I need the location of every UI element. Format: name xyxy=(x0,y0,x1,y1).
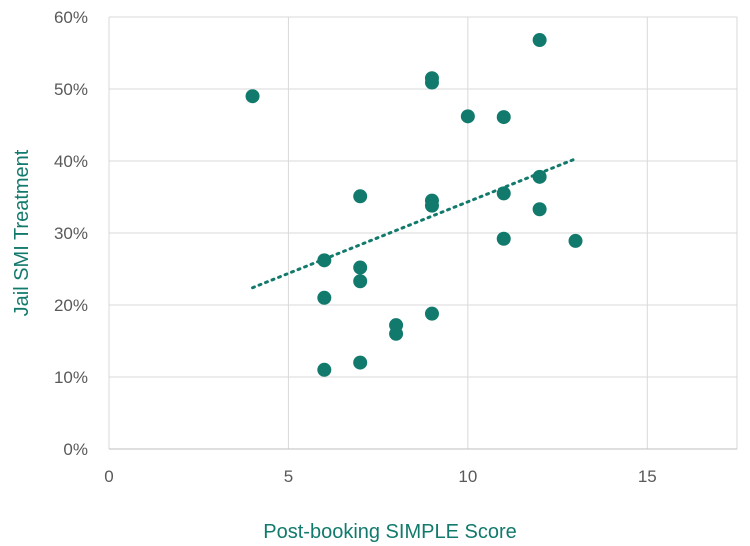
y-tick-label: 60% xyxy=(54,8,88,27)
horizontal-gridlines xyxy=(108,16,737,449)
x-tick-label: 5 xyxy=(284,467,293,486)
data-point xyxy=(532,169,547,184)
data-point xyxy=(353,189,368,204)
x-axis-title: Post-booking SIMPLE Score xyxy=(263,521,516,543)
x-tick-labels: 0 5 10 15 xyxy=(104,467,656,486)
data-point xyxy=(317,290,332,305)
y-tick-label: 0% xyxy=(63,440,88,459)
trendline xyxy=(251,157,578,290)
y-axis-title: Jail SMI Treatment xyxy=(11,149,33,316)
data-point xyxy=(353,274,368,289)
data-point xyxy=(317,362,332,377)
x-tick-label: 10 xyxy=(458,467,477,486)
x-tick-label: 0 xyxy=(104,467,113,486)
y-tick-label: 30% xyxy=(54,224,88,243)
y-tick-labels: 0% 10% 20% 30% 40% 50% 60% xyxy=(54,8,88,459)
data-point xyxy=(389,326,404,341)
data-point xyxy=(496,110,511,125)
x-tick-label: 15 xyxy=(638,467,657,486)
data-points xyxy=(245,33,583,377)
data-point xyxy=(568,233,583,248)
data-point xyxy=(424,75,439,90)
data-point xyxy=(424,198,439,213)
data-point xyxy=(496,231,511,246)
data-point xyxy=(496,186,511,201)
data-point xyxy=(245,89,260,104)
y-tick-label: 50% xyxy=(54,80,88,99)
data-point xyxy=(353,355,368,370)
data-point xyxy=(424,306,439,321)
y-tick-label: 10% xyxy=(54,368,88,387)
data-point xyxy=(460,109,475,124)
y-tick-label: 20% xyxy=(54,296,88,315)
data-point xyxy=(317,253,332,268)
y-tick-label: 40% xyxy=(54,152,88,171)
data-point xyxy=(532,202,547,217)
data-point xyxy=(353,260,368,275)
data-point xyxy=(532,33,547,48)
